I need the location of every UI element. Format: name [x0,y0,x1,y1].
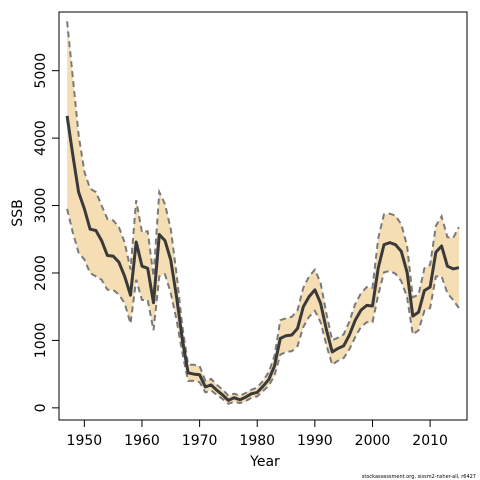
plot-frame [58,11,468,421]
upper-bound-line [66,21,460,397]
y-tick-label: 0 [33,403,49,412]
y-axis-title: SSB [10,199,26,226]
footer-credit: stockassessment.org, sissm2-nsher-all, r… [362,474,476,480]
x-tick-label: 1970 [182,433,218,449]
y-tick-label: 3000 [33,188,49,224]
lower-bound-line [66,208,460,405]
x-tick-label: 1960 [124,433,160,449]
x-tick-label: 1950 [67,433,103,449]
x-tick-label: 1990 [297,433,333,449]
x-tick-label: 2000 [355,433,391,449]
y-tick-label: 5000 [33,53,49,89]
x-tick-label: 2010 [412,433,448,449]
x-axis: 1950 1960 1970 1980 1990 2000 2010 [67,420,448,449]
y-tick-label: 4000 [33,120,49,156]
estimate-line-layer [65,115,460,402]
y-tick-label: 2000 [33,255,49,291]
confidence-bound-layer [66,21,460,405]
y-tick-label: 1000 [33,323,49,359]
ssb-estimate-line [65,115,460,402]
x-axis-title: Year [249,454,280,470]
x-tick-label: 1980 [239,433,275,449]
y-axis: 0 1000 2000 3000 4000 5000 [33,53,59,412]
